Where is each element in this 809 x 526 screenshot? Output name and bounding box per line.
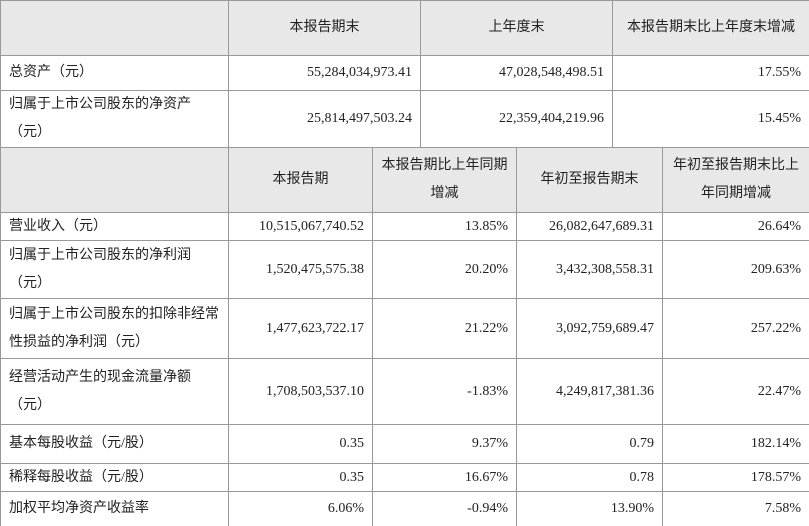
value-cell: 0.79 [517, 425, 663, 464]
value-cell: 55,284,034,973.41 [229, 56, 421, 91]
row-label: 总资产（元） [1, 56, 229, 91]
value-cell: 17.55% [613, 56, 809, 91]
header-cell: 本报告期比上年同期增减 [373, 148, 517, 213]
value-cell: 1,477,623,722.17 [229, 299, 373, 359]
header-cell [1, 1, 229, 56]
row-label: 营业收入（元） [1, 213, 229, 241]
header-cell [1, 148, 229, 213]
header-cell: 上年度末 [421, 1, 613, 56]
value-cell: 26,082,647,689.31 [517, 213, 663, 241]
header-cell: 本报告期末 [229, 1, 421, 56]
value-cell: 47,028,548,498.51 [421, 56, 613, 91]
value-cell: -0.94% [373, 492, 517, 526]
value-cell: 22.47% [663, 359, 809, 425]
header-cell: 年初至报告期末 [517, 148, 663, 213]
row-label: 稀释每股收益（元/股） [1, 464, 229, 492]
value-cell: 0.78 [517, 464, 663, 492]
row-label: 加权平均净资产收益率 [1, 492, 229, 526]
value-cell: 15.45% [613, 91, 809, 148]
value-cell: 257.22% [663, 299, 809, 359]
value-cell: 22,359,404,219.96 [421, 91, 613, 148]
value-cell: 6.06% [229, 492, 373, 526]
row-label: 归属于上市公司股东的扣除非经常性损益的净利润（元） [1, 299, 229, 359]
value-cell: 3,092,759,689.47 [517, 299, 663, 359]
value-cell: 21.22% [373, 299, 517, 359]
value-cell: -1.83% [373, 359, 517, 425]
value-cell: 26.64% [663, 213, 809, 241]
row-label: 经营活动产生的现金流量净额（元） [1, 359, 229, 425]
value-cell: 9.37% [373, 425, 517, 464]
header-cell: 年初至报告期末比上年同期增减 [663, 148, 809, 213]
value-cell: 0.35 [229, 464, 373, 492]
value-cell: 1,708,503,537.10 [229, 359, 373, 425]
value-cell: 1,520,475,575.38 [229, 241, 373, 299]
value-cell: 16.67% [373, 464, 517, 492]
value-cell: 182.14% [663, 425, 809, 464]
value-cell: 209.63% [663, 241, 809, 299]
value-cell: 4,249,817,381.36 [517, 359, 663, 425]
value-cell: 7.58% [663, 492, 809, 526]
value-cell: 13.90% [517, 492, 663, 526]
value-cell: 178.57% [663, 464, 809, 492]
value-cell: 25,814,497,503.24 [229, 91, 421, 148]
value-cell: 10,515,067,740.52 [229, 213, 373, 241]
row-label: 归属于上市公司股东的净利润（元） [1, 241, 229, 299]
row-label: 归属于上市公司股东的净资产（元） [1, 91, 229, 148]
row-label: 基本每股收益（元/股） [1, 425, 229, 464]
value-cell: 20.20% [373, 241, 517, 299]
value-cell: 13.85% [373, 213, 517, 241]
header-cell: 本报告期 [229, 148, 373, 213]
value-cell: 3,432,308,558.31 [517, 241, 663, 299]
header-cell: 本报告期末比上年度末增减 [613, 1, 809, 56]
value-cell: 0.35 [229, 425, 373, 464]
